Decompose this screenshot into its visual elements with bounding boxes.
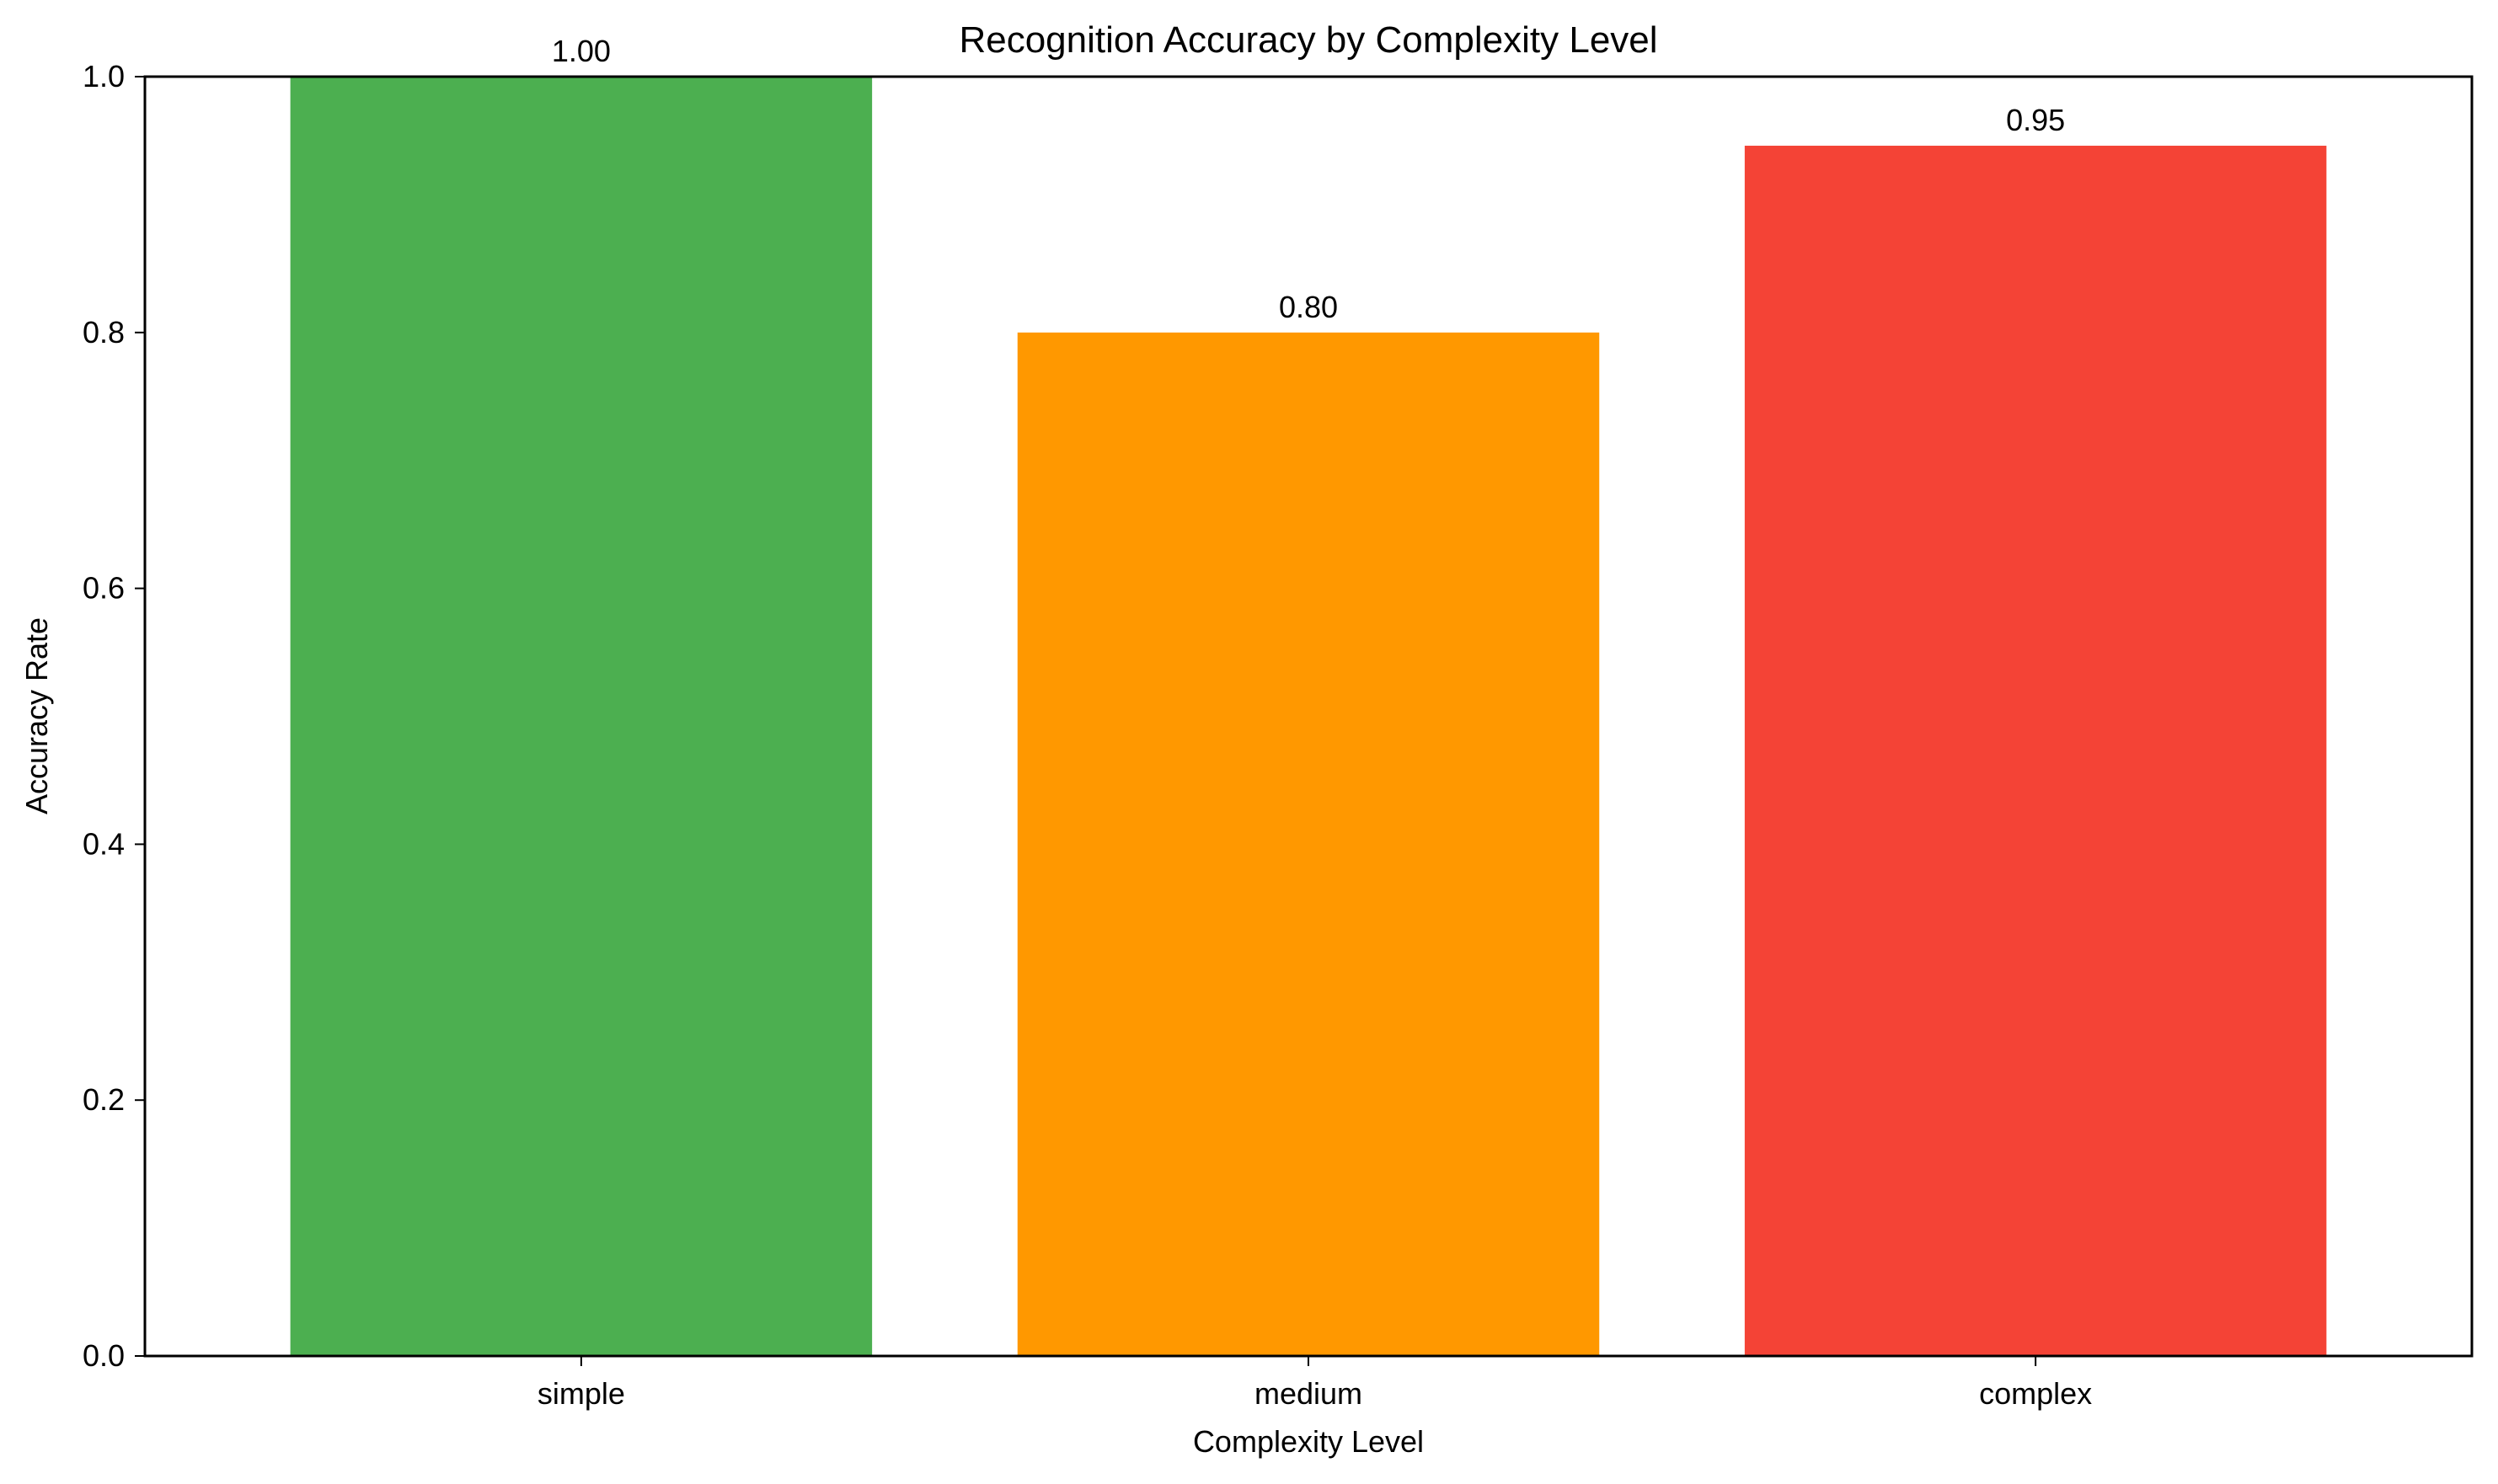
bars-layer [290,77,2327,1356]
data-labels-layer: 1.00 0.80 0.95 [552,34,2065,324]
bar-medium [1017,332,1600,1356]
data-label-complex: 0.95 [2006,103,2065,137]
chart-title: Recognition Accuracy by Complexity Level [959,19,1657,61]
data-label-simple: 1.00 [552,34,611,68]
y-axis-label: Accuracy Rate [19,617,54,814]
x-axis-ticks: simple medium complex [538,1356,2092,1411]
y-tick-label-0.6: 0.6 [83,571,125,606]
x-tick-label-simple: simple [538,1376,625,1411]
x-tick-label-complex: complex [1979,1376,2092,1411]
y-tick-label-0.4: 0.4 [83,826,125,861]
bar-complex [1744,146,2327,1356]
x-tick-label-medium: medium [1254,1376,1362,1411]
y-tick-label-1.0: 1.0 [83,59,125,93]
data-label-medium: 0.80 [1279,290,1338,324]
y-axis-ticks: 0.0 0.2 0.4 0.6 0.8 1.0 [83,59,145,1373]
bar-simple [290,77,873,1356]
y-tick-label-0.2: 0.2 [83,1082,125,1117]
y-tick-label-0.8: 0.8 [83,315,125,350]
x-axis-label: Complexity Level [1193,1424,1424,1459]
y-tick-label-0.0: 0.0 [83,1338,125,1373]
plot-frame [143,75,2474,1358]
